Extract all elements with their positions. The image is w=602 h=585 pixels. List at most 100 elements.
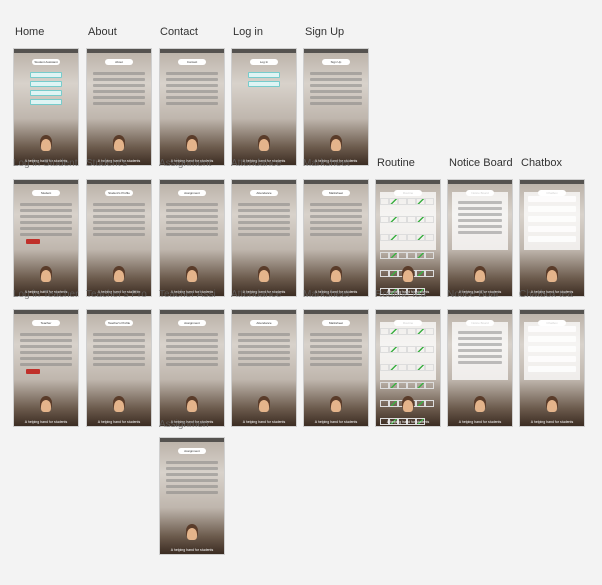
list-item[interactable]: [166, 84, 218, 87]
list-item[interactable]: [93, 72, 145, 75]
list-item[interactable]: [166, 345, 218, 348]
list-item[interactable]: [458, 207, 502, 210]
list-item[interactable]: [310, 90, 362, 93]
list-item[interactable]: [238, 357, 290, 360]
list-item[interactable]: [238, 209, 290, 212]
menu-button[interactable]: [30, 90, 62, 96]
list-item[interactable]: [166, 473, 218, 476]
list-item[interactable]: [238, 215, 290, 218]
list-item[interactable]: [20, 215, 72, 218]
list-item[interactable]: [93, 209, 145, 212]
list-item[interactable]: [238, 351, 290, 354]
list-item[interactable]: [310, 215, 362, 218]
app-screen-thumbnail[interactable]: Marksheet A helping hand for students: [303, 179, 369, 297]
login-button[interactable]: [26, 239, 40, 244]
menu-button[interactable]: [30, 81, 62, 87]
list-item[interactable]: [310, 221, 362, 224]
list-item[interactable]: [458, 343, 502, 346]
list-item[interactable]: [458, 231, 502, 234]
list-item[interactable]: [93, 102, 145, 105]
chat-item[interactable]: [528, 326, 576, 332]
app-screen-thumbnail[interactable]: Attendance A helping hand for students: [231, 179, 297, 297]
list-item[interactable]: [310, 78, 362, 81]
list-item[interactable]: [20, 333, 72, 336]
app-screen-thumbnail[interactable]: Assignment A helping hand for students: [159, 309, 225, 427]
app-screen-thumbnail[interactable]: Teacher A helping hand for students: [13, 309, 79, 427]
list-item[interactable]: [166, 233, 218, 236]
list-item[interactable]: [310, 233, 362, 236]
list-item[interactable]: [93, 233, 145, 236]
list-item[interactable]: [166, 479, 218, 482]
app-screen-thumbnail[interactable]: Log In A helping hand for students: [231, 48, 297, 166]
chat-item[interactable]: [528, 356, 576, 362]
list-item[interactable]: [93, 345, 145, 348]
chat-item[interactable]: [528, 346, 576, 352]
list-item[interactable]: [20, 227, 72, 230]
chat-item[interactable]: [528, 236, 576, 242]
list-item[interactable]: [238, 333, 290, 336]
list-item[interactable]: [20, 357, 72, 360]
list-item[interactable]: [166, 363, 218, 366]
list-item[interactable]: [166, 96, 218, 99]
list-item[interactable]: [458, 225, 502, 228]
list-item[interactable]: [166, 78, 218, 81]
chat-item[interactable]: [528, 206, 576, 212]
list-item[interactable]: [238, 221, 290, 224]
list-item[interactable]: [238, 345, 290, 348]
list-item[interactable]: [93, 84, 145, 87]
list-item[interactable]: [20, 363, 72, 366]
list-item[interactable]: [166, 467, 218, 470]
app-screen-thumbnail[interactable]: Contact A helping hand for students: [159, 48, 225, 166]
list-item[interactable]: [166, 221, 218, 224]
menu-button[interactable]: [30, 72, 62, 78]
app-screen-thumbnail[interactable]: ChatboxA helping hand for students: [519, 179, 585, 297]
list-item[interactable]: [238, 233, 290, 236]
app-screen-thumbnail[interactable]: Sign Up A helping hand for students: [303, 48, 369, 166]
menu-button[interactable]: [248, 72, 280, 78]
app-screen-thumbnail[interactable]: RoutineA helping hand for students: [375, 309, 441, 427]
list-item[interactable]: [20, 233, 72, 236]
list-item[interactable]: [93, 363, 145, 366]
list-item[interactable]: [310, 363, 362, 366]
list-item[interactable]: [458, 331, 502, 334]
list-item[interactable]: [238, 227, 290, 230]
app-screen-thumbnail[interactable]: About A helping hand for students: [86, 48, 152, 166]
app-screen-thumbnail[interactable]: Attendance A helping hand for students: [231, 309, 297, 427]
list-item[interactable]: [20, 351, 72, 354]
chat-item[interactable]: [528, 216, 576, 222]
app-screen-thumbnail[interactable]: Student's Profile A helping hand for stud…: [86, 179, 152, 297]
list-item[interactable]: [93, 90, 145, 93]
list-item[interactable]: [93, 78, 145, 81]
list-item[interactable]: [458, 219, 502, 222]
list-item[interactable]: [93, 357, 145, 360]
list-item[interactable]: [93, 221, 145, 224]
list-item[interactable]: [166, 209, 218, 212]
chat-item[interactable]: [528, 336, 576, 342]
list-item[interactable]: [166, 90, 218, 93]
app-screen-thumbnail[interactable]: Teacher's Profile A helping hand for stud…: [86, 309, 152, 427]
list-item[interactable]: [166, 203, 218, 206]
chat-item[interactable]: [528, 366, 576, 372]
list-item[interactable]: [458, 201, 502, 204]
list-item[interactable]: [310, 227, 362, 230]
menu-button[interactable]: [248, 81, 280, 87]
list-item[interactable]: [238, 203, 290, 206]
list-item[interactable]: [20, 221, 72, 224]
app-screen-thumbnail[interactable]: ChatboxA helping hand for students: [519, 309, 585, 427]
list-item[interactable]: [310, 209, 362, 212]
login-button[interactable]: [26, 369, 40, 374]
list-item[interactable]: [458, 361, 502, 364]
app-screen-thumbnail[interactable]: Notice BoardA helping hand for students: [447, 309, 513, 427]
list-item[interactable]: [166, 461, 218, 464]
chat-item[interactable]: [528, 226, 576, 232]
list-item[interactable]: [20, 345, 72, 348]
list-item[interactable]: [458, 349, 502, 352]
list-item[interactable]: [238, 363, 290, 366]
list-item[interactable]: [166, 491, 218, 494]
list-item[interactable]: [310, 333, 362, 336]
list-item[interactable]: [93, 333, 145, 336]
list-item[interactable]: [166, 215, 218, 218]
list-item[interactable]: [166, 357, 218, 360]
list-item[interactable]: [166, 351, 218, 354]
list-item[interactable]: [166, 333, 218, 336]
